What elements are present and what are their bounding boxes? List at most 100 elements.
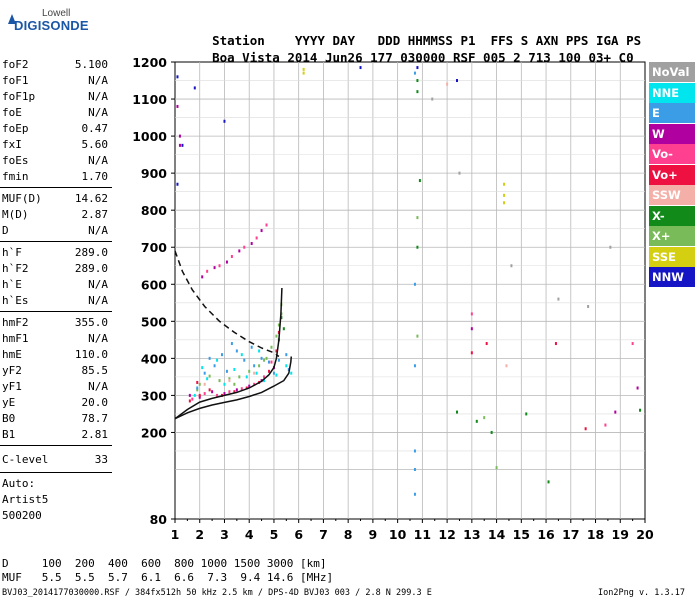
- data-point-x: [263, 358, 266, 362]
- data-point-nne: [216, 358, 219, 362]
- param-value: N/A: [88, 332, 108, 345]
- param-value: N/A: [88, 380, 108, 393]
- x-tick-label: 6: [294, 527, 303, 542]
- param-label: foF1: [2, 74, 29, 87]
- data-point-x: [270, 345, 273, 349]
- header-labels-row: Station YYYY DAY DDD HHMMSS P1 FFS S AXN…: [197, 18, 641, 48]
- data-point-noval: [587, 305, 590, 308]
- x-tick-label: 12: [438, 527, 455, 542]
- param-row: foE N/A: [2, 106, 108, 120]
- data-point-w: [614, 410, 617, 414]
- footer-file-info: BVJ03_2014177030000.RSF / 384fx512h 50 k…: [2, 588, 432, 598]
- param-value: 289.0: [74, 246, 108, 259]
- param-row: h`F 289.0: [2, 246, 108, 260]
- data-point-x: [490, 430, 493, 434]
- data-point-nnw: [223, 119, 226, 123]
- data-point-noval: [431, 97, 434, 101]
- data-point-w: [250, 242, 253, 246]
- data-point-nne: [223, 382, 226, 386]
- data-point-e: [413, 282, 416, 286]
- data-point-x: [418, 179, 421, 183]
- param-value: 85.5: [81, 364, 109, 377]
- data-point-nne: [258, 349, 261, 353]
- param-label: MUF(D): [2, 192, 42, 205]
- data-point-e: [243, 358, 246, 362]
- param-row: fxI 5.60: [2, 138, 108, 152]
- header-label: DAY: [332, 33, 356, 48]
- param-row: yE 20.0: [2, 396, 108, 410]
- x-tick-label: 13: [463, 527, 480, 542]
- footer-muf-row: MUF 5.5 5.5 5.7 6.1 6.6 7.3 9.4 14.6 [MH…: [2, 571, 334, 584]
- header-label: P1: [460, 33, 476, 48]
- param-separator: [0, 241, 112, 242]
- header-value-year: 2014: [287, 50, 318, 65]
- param-value: N/A: [88, 278, 108, 291]
- param-label: M(D): [2, 208, 29, 221]
- data-point-vo: [268, 369, 270, 373]
- data-point-nne: [240, 353, 243, 357]
- x-tick-label: 7: [319, 527, 328, 542]
- param-row: h`Es N/A: [2, 294, 108, 308]
- data-point-x: [280, 316, 283, 320]
- param-value: 20.0: [81, 396, 109, 409]
- param-row: fmin 1.70: [2, 170, 108, 184]
- data-point-ssw: [446, 82, 449, 86]
- param-value: N/A: [88, 90, 108, 103]
- data-point-e: [277, 358, 280, 362]
- data-point-e: [413, 468, 416, 471]
- param-row: foF1 N/A: [2, 74, 108, 88]
- data-point-vo: [198, 393, 201, 397]
- data-point-vo: [216, 393, 219, 397]
- param-row: B0 78.7: [2, 412, 108, 426]
- param-label: fxI: [2, 138, 22, 151]
- header-value-day: Jun26: [324, 50, 363, 65]
- x-tick-label: 19: [612, 527, 629, 542]
- param-label: hmE: [2, 348, 22, 361]
- legend-item: Vo-: [649, 144, 695, 164]
- param-value: 355.0: [74, 316, 108, 329]
- data-point-nne: [285, 364, 288, 368]
- data-point-x: [265, 356, 268, 360]
- data-point-e: [260, 356, 263, 360]
- data-point-x: [196, 388, 199, 392]
- legend-item: X+: [649, 226, 695, 246]
- data-point-vo: [206, 269, 209, 273]
- data-point-e: [196, 386, 199, 390]
- param-label: foF2: [2, 58, 29, 71]
- x-tick-label: 2: [195, 527, 204, 542]
- header-value-ffs: 005: [483, 50, 506, 65]
- param-row: M(D) 2.87: [2, 208, 108, 222]
- param-label: hmF2: [2, 316, 29, 329]
- data-point-e: [230, 342, 233, 346]
- data-point-x: [416, 216, 419, 220]
- data-point-e: [272, 371, 275, 375]
- data-point-nnw: [416, 66, 419, 70]
- data-point-x: [456, 410, 458, 414]
- y-tick-label: 1100: [132, 92, 167, 107]
- param-value: N/A: [88, 154, 108, 167]
- autoscaling-info: Auto:: [2, 477, 36, 490]
- param-row: hmF1 N/A: [2, 332, 108, 346]
- param-separator: [0, 187, 112, 188]
- data-point-w: [198, 395, 201, 399]
- header-label: AXN: [535, 33, 559, 48]
- legend-item: NoVal: [649, 62, 695, 82]
- data-point-vo: [265, 223, 268, 227]
- x-tick-label: 18: [587, 527, 604, 542]
- data-point-w: [178, 143, 181, 147]
- x-tick-label: 15: [513, 527, 530, 542]
- autoscaling-info: 500200: [2, 509, 42, 522]
- param-label: hmF1: [2, 332, 29, 345]
- data-point-nnw: [181, 143, 184, 147]
- y-tick-label: 500: [141, 314, 167, 329]
- plot-frame: [174, 61, 646, 520]
- header-value-s: 2: [513, 50, 521, 65]
- y-tick-label: 80: [150, 512, 168, 527]
- data-point-vo: [604, 423, 607, 427]
- header-value-ddd: 177: [370, 50, 393, 65]
- y-tick-label: 900: [141, 166, 167, 181]
- param-row: foF1p N/A: [2, 90, 108, 104]
- param-label: foF1p: [2, 90, 36, 103]
- data-point-e: [413, 71, 416, 75]
- x-tick-label: 10: [389, 527, 407, 542]
